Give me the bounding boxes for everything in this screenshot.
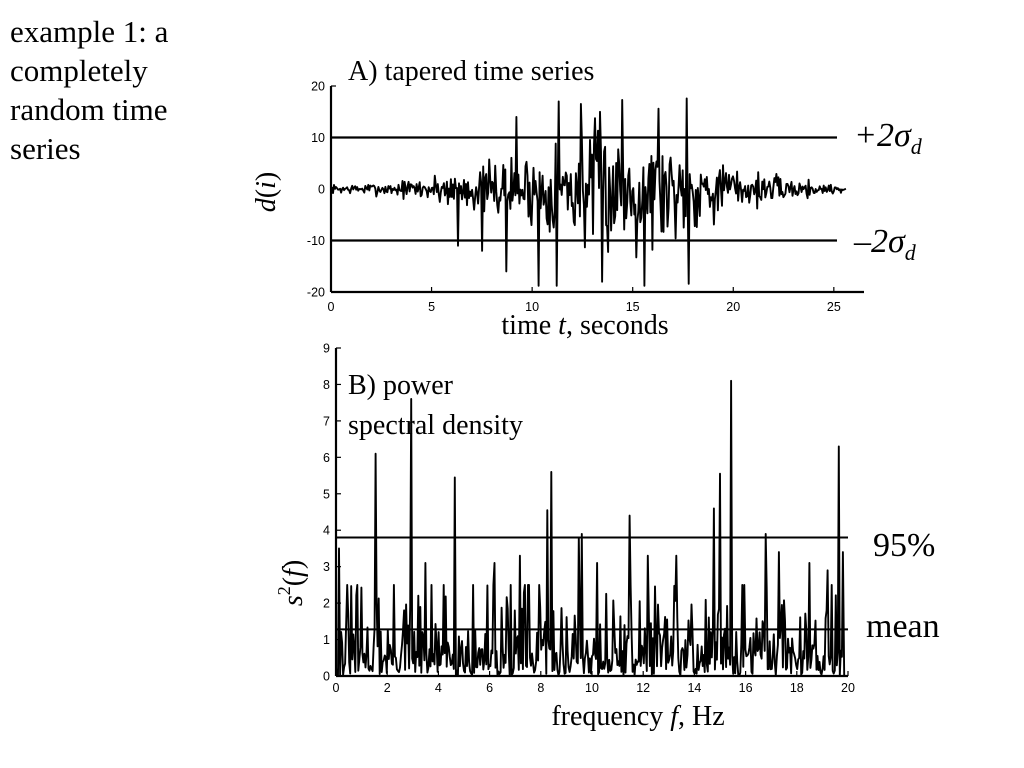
panel-b-ylabel: s2(f)	[274, 560, 309, 606]
slide-title-line: series	[10, 131, 81, 166]
panel-b-title-line: B) power	[348, 370, 454, 401]
panel-b-x-tick-label: 12	[636, 681, 650, 695]
panel-a-y-tick-label: 10	[311, 131, 325, 145]
percentile-95-label: 95%	[873, 527, 935, 564]
panel-b-y-tick-label: 6	[323, 451, 330, 465]
panel-b-y-tick-label: 5	[323, 487, 330, 501]
slide-title-line: example 1: a	[10, 14, 169, 49]
lower-2sigma-label: –2σd	[853, 223, 917, 265]
panel-a-time-series: A) tapered time series d(i) time t, seco…	[251, 56, 923, 341]
panel-a-y-tick-label: 20	[311, 80, 325, 94]
mean-label: mean	[866, 608, 940, 645]
power-spectrum-line	[335, 379, 846, 677]
panel-b-x-tick-label: 16	[739, 681, 753, 695]
panel-b-y-tick-label: 9	[323, 342, 330, 356]
panel-b-x-tick-label: 18	[790, 681, 804, 695]
panel-a-xlabel: time t, seconds	[501, 310, 668, 341]
panel-b-title-line: spectral density	[348, 410, 523, 441]
panel-b-y-tick-label: 0	[323, 670, 330, 684]
panel-a-y-tick-label: -10	[307, 234, 325, 248]
panel-b-power-spectrum: B) power spectral density s2(f) frequenc…	[274, 342, 940, 733]
panel-b-y-tick-label: 8	[323, 378, 330, 392]
panel-b-x-tick-label: 8	[537, 681, 544, 695]
panel-b-x-tick-label: 2	[384, 681, 391, 695]
panel-a-x-tick-label: 15	[626, 300, 640, 314]
panel-b-x-tick-label: 20	[841, 681, 855, 695]
panel-b-y-tick-label: 4	[323, 524, 330, 538]
panel-b-y-tick-label: 7	[323, 414, 330, 428]
panel-b-x-tick-label: 6	[486, 681, 493, 695]
panel-b-y-tick-label: 3	[323, 560, 330, 574]
panel-b-xlabel: frequency f, Hz	[551, 701, 724, 732]
slide-title: example 1: a completely random time seri…	[10, 12, 230, 168]
panel-a-ylabel: d(i)	[251, 172, 282, 212]
panel-b-x-tick-label: 0	[333, 681, 340, 695]
panel-b-y-tick-label: 1	[323, 633, 330, 647]
panel-a-title: A) tapered time series	[348, 56, 594, 87]
panel-b-x-tick-label: 14	[687, 681, 701, 695]
slide-title-line: completely	[10, 53, 148, 88]
panel-a-y-tick-label: 0	[318, 183, 325, 197]
time-series-line	[330, 97, 847, 287]
panel-b-y-tick-label: 2	[323, 597, 330, 611]
upper-2sigma-label: +2σd	[854, 117, 923, 159]
panel-a-x-tick-label: 10	[525, 300, 539, 314]
panel-a-x-tick-label: 20	[726, 300, 740, 314]
panel-a-x-tick-label: 0	[328, 300, 335, 314]
panel-a-x-tick-label: 5	[428, 300, 435, 314]
panel-a-x-tick-label: 25	[827, 300, 841, 314]
panel-a-y-tick-label: -20	[307, 286, 325, 300]
slide-title-line: random time	[10, 92, 168, 127]
panel-b-x-tick-label: 4	[435, 681, 442, 695]
panel-b-x-tick-label: 10	[585, 681, 599, 695]
